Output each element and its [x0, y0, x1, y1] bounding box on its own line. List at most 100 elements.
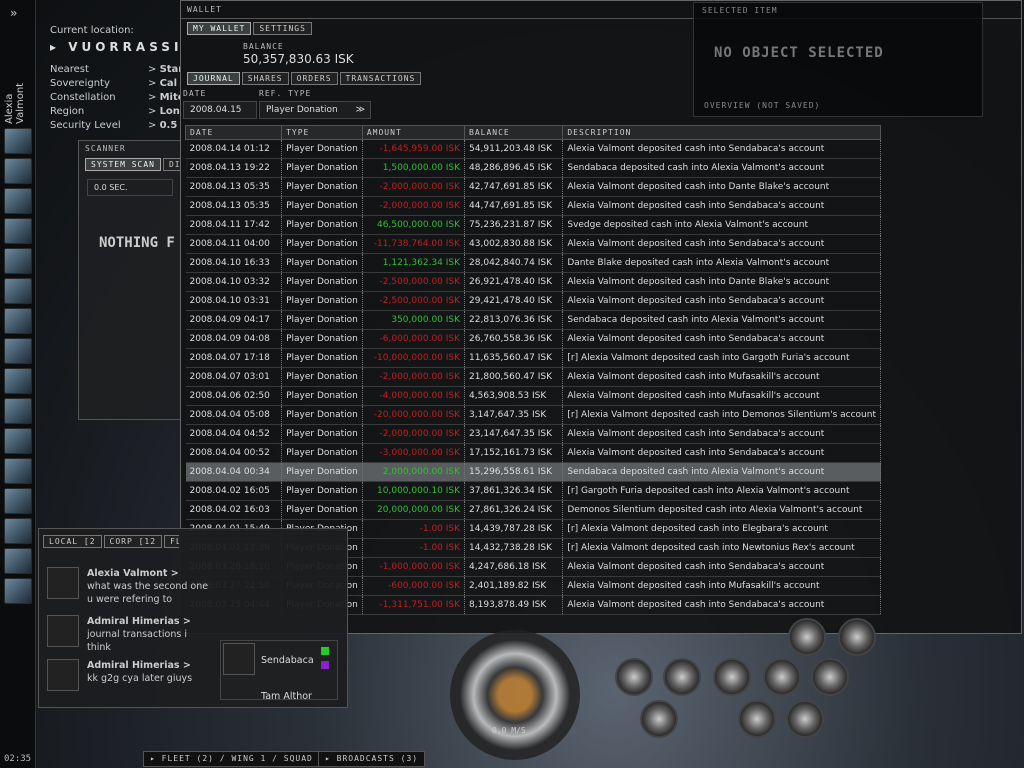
table-row[interactable]: 2008.04.04 00:52 Player Donation -3,000,…	[185, 443, 881, 463]
tab-corp[interactable]: CORP [12	[103, 535, 163, 548]
date-filter-input[interactable]: 2008.04.15	[183, 101, 257, 119]
table-row[interactable]: 2008.04.04 04:52 Player Donation -2,000,…	[185, 424, 881, 444]
col-type[interactable]: TYPE	[281, 125, 363, 140]
tab-local[interactable]: LOCAL [2	[43, 535, 102, 548]
table-row[interactable]: 2008.04.09 04:08 Player Donation -6,000,…	[185, 329, 881, 349]
ship-module-icon[interactable]	[788, 618, 826, 656]
cargo-icon[interactable]	[4, 368, 32, 394]
cell-type: Player Donation	[281, 443, 363, 463]
cell-amount: -600,000.00 ISK	[362, 576, 466, 596]
table-row[interactable]: 2008.04.02 16:05 Player Donation 10,000,…	[185, 481, 881, 501]
cell-type: Player Donation	[281, 500, 363, 520]
ship-module-icon[interactable]	[713, 658, 751, 696]
cell-date: 2008.04.04 04:52	[185, 424, 283, 444]
system-name[interactable]: ▸ VUORRASSI	[50, 40, 183, 54]
character-name[interactable]: Alexia Valmont	[4, 82, 26, 124]
location-row-value[interactable]: > Cal	[148, 78, 178, 89]
table-row[interactable]: 2008.04.10 03:32 Player Donation -2,500,…	[185, 272, 881, 292]
fleet-button[interactable]: ▸ FLEET (2) / WING 1 / SQUAD 1	[143, 751, 332, 767]
table-row[interactable]: 2008.04.07 03:01 Player Donation -2,000,…	[185, 367, 881, 387]
ship-module-icon[interactable]	[738, 700, 776, 738]
expand-icon[interactable]: »	[10, 6, 18, 20]
table-row[interactable]: 2008.04.10 16:33 Player Donation 1,121,3…	[185, 253, 881, 273]
chat-icon[interactable]	[4, 578, 32, 604]
col-amount[interactable]: AMOUNT	[361, 125, 466, 140]
scan-time-field[interactable]: 0.0 SEC.	[87, 179, 173, 196]
people-places-icon[interactable]	[4, 158, 32, 184]
starmap-icon[interactable]	[4, 308, 32, 334]
col-description[interactable]: DESCRIPTION	[562, 125, 881, 140]
ship-module-icon[interactable]	[786, 700, 824, 738]
science-icon[interactable]	[4, 398, 32, 424]
settings-icon[interactable]	[4, 548, 32, 574]
journal-icon[interactable]	[4, 488, 32, 514]
cell-type: Player Donation	[281, 348, 363, 368]
corporation-icon[interactable]	[4, 338, 32, 364]
member-name[interactable]: Tam Althor	[261, 691, 312, 701]
tab-settings[interactable]: SETTINGS	[253, 22, 312, 35]
avatar[interactable]	[223, 643, 255, 675]
tab-transactions[interactable]: TRANSACTIONS	[339, 72, 422, 85]
cell-balance: 4,247,686.18 ISK	[464, 557, 564, 577]
table-row[interactable]: 2008.04.07 17:18 Player Donation -10,000…	[185, 348, 881, 368]
table-row[interactable]: 2008.04.11 04:00 Player Donation -11,738…	[185, 234, 881, 254]
assets-icon[interactable]	[4, 248, 32, 274]
help-icon[interactable]	[4, 518, 32, 544]
table-row[interactable]: 2008.04.11 17:42 Player Donation 46,500,…	[185, 215, 881, 235]
location-row-value[interactable]: > Star	[148, 64, 180, 75]
ship-module-icon[interactable]	[838, 618, 876, 656]
chat-sender[interactable]: Admiral Himerias >	[87, 660, 191, 671]
mail-icon[interactable]	[4, 188, 32, 214]
tab-my-wallet[interactable]: MY WALLET	[187, 22, 252, 35]
table-row[interactable]: 2008.04.13 05:35 Player Donation -2,000,…	[185, 177, 881, 197]
location-row-value[interactable]: > Lone	[148, 106, 180, 117]
reftype-dropdown[interactable]: Player Donation ≫	[259, 101, 371, 119]
location-row-value[interactable]: > Mito	[148, 92, 180, 103]
tab-shares[interactable]: SHARES	[241, 72, 289, 85]
location-row-value[interactable]: > 0.5	[148, 120, 178, 131]
broadcasts-button[interactable]: ▸ BROADCASTS (3)	[318, 751, 426, 767]
member-name[interactable]: Sendabaca	[261, 655, 314, 666]
table-row[interactable]: 2008.04.13 05:35 Player Donation -2,000,…	[185, 196, 881, 216]
tab-fleet[interactable]: FL	[164, 535, 179, 548]
cell-description: Alexia Valmont deposited cash into Mufas…	[562, 386, 881, 406]
table-row[interactable]: 2008.04.13 19:22 Player Donation 1,500,0…	[185, 158, 881, 178]
avatar[interactable]	[47, 567, 79, 599]
speed-readout[interactable]: 0.0 M/S	[492, 726, 526, 735]
ship-module-icon[interactable]	[663, 658, 701, 696]
tab-system-scan[interactable]: SYSTEM SCAN	[85, 158, 161, 171]
table-row[interactable]: 2008.04.04 00:34 Player Donation 2,000,0…	[185, 462, 881, 482]
table-row[interactable]: 2008.04.09 04:17 Player Donation 350,000…	[185, 310, 881, 330]
ship-module-icon[interactable]	[811, 658, 849, 696]
table-row[interactable]: 2008.04.10 03:31 Player Donation -2,500,…	[185, 291, 881, 311]
overview-header[interactable]: OVERVIEW (NOT SAVED)	[704, 101, 821, 110]
col-balance[interactable]: BALANCE	[464, 125, 564, 140]
tab-journal[interactable]: JOURNAL	[187, 72, 240, 85]
wallet-icon[interactable]	[4, 458, 32, 484]
character-sheet-icon[interactable]	[4, 128, 32, 154]
capacitor-gauge	[450, 630, 580, 760]
cell-amount: -1,645,959.00 ISK	[362, 139, 466, 159]
ship-module-icon[interactable]	[615, 658, 653, 696]
cell-type: Player Donation	[281, 405, 363, 425]
chat-text: what was the second one u were refering …	[87, 581, 209, 605]
avatar[interactable]	[47, 615, 79, 647]
cell-date: 2008.04.02 16:05	[185, 481, 283, 501]
chat-sender[interactable]: Admiral Himerias >	[87, 616, 191, 627]
avatar[interactable]	[47, 659, 79, 691]
notepad-icon[interactable]	[4, 278, 32, 304]
market-icon[interactable]	[4, 218, 32, 244]
table-row[interactable]: 2008.04.02 16:03 Player Donation 20,000,…	[185, 500, 881, 520]
ship-module-icon[interactable]	[763, 658, 801, 696]
cell-date: 2008.04.14 01:12	[185, 139, 283, 159]
table-row[interactable]: 2008.04.06 02:50 Player Donation -4,000,…	[185, 386, 881, 406]
col-date[interactable]: DATE	[184, 125, 283, 140]
tab-orders[interactable]: ORDERS	[290, 72, 338, 85]
fitting-icon[interactable]	[4, 428, 32, 454]
table-row[interactable]: 2008.04.14 01:12 Player Donation -1,645,…	[185, 139, 881, 159]
cell-balance: 14,432,738.28 ISK	[464, 538, 564, 558]
cell-description: Alexia Valmont deposited cash into Senda…	[562, 443, 881, 463]
chat-sender[interactable]: Alexia Valmont >	[87, 568, 179, 579]
table-row[interactable]: 2008.04.04 05:08 Player Donation -20,000…	[185, 405, 881, 425]
ship-module-icon[interactable]	[640, 700, 678, 738]
